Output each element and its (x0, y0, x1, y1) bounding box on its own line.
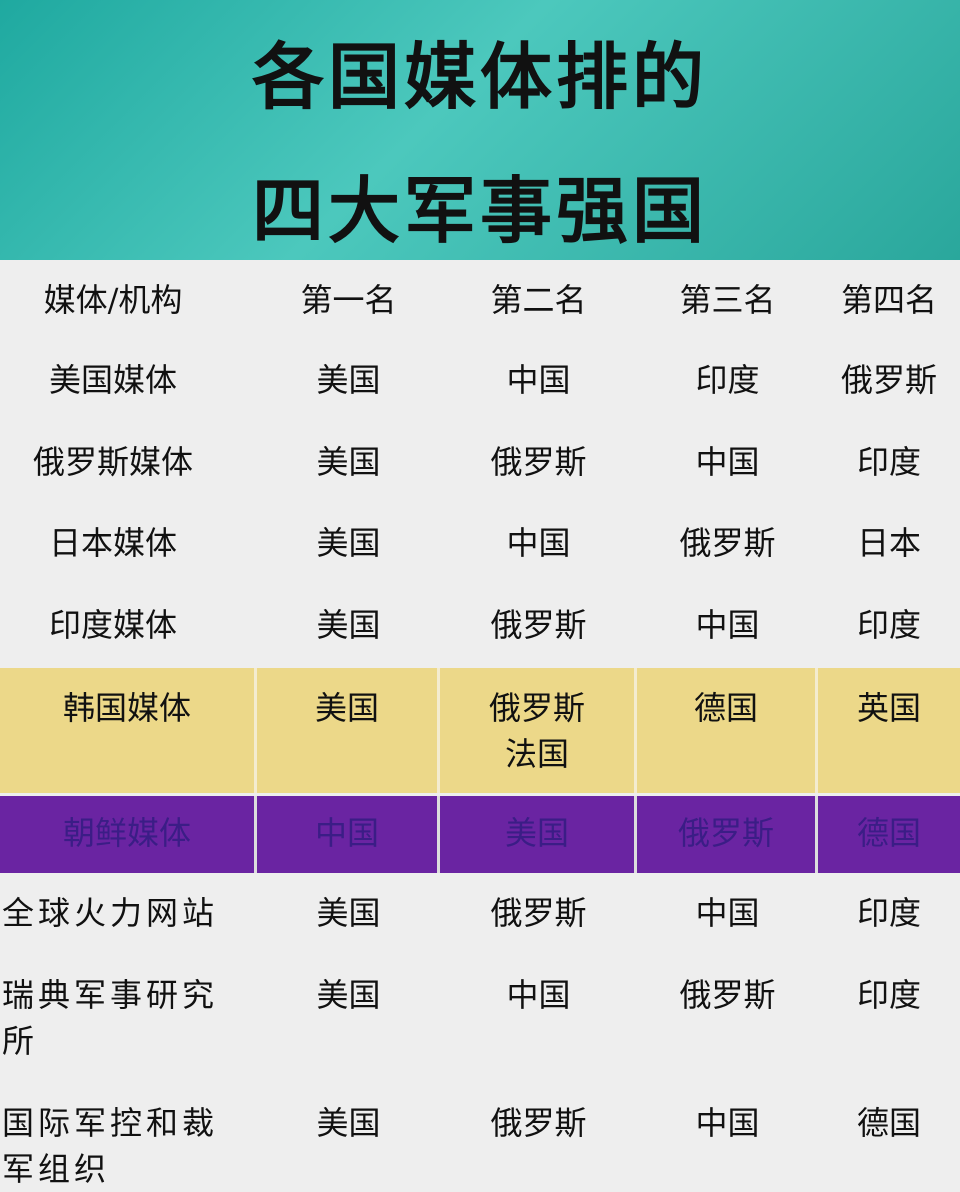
rank-cell: 英国 (818, 668, 960, 793)
row-label-cell: 瑞典军事研究所 (2, 976, 219, 1060)
rank-cell: 美国 (316, 443, 381, 481)
table-row: 日本媒体 美国 中国 俄罗斯 日本 (0, 503, 960, 585)
row-label-cell: 媒体/机构 (43, 281, 183, 319)
rank-cell: 中国 (506, 524, 571, 562)
rank-cell: 俄罗斯 (490, 1104, 587, 1142)
rank-cell: 中国 (257, 796, 440, 873)
table-row: 美国媒体 美国 中国 印度 俄罗斯 (0, 340, 960, 422)
rank-cell: 美国 (316, 606, 381, 644)
rank-cell: 德国 (637, 668, 818, 793)
rank-cell: 第三名 (679, 281, 776, 319)
table-row: 俄罗斯媒体 美国 俄罗斯 中国 印度 (0, 422, 960, 504)
row-label-cell: 韩国媒体 (0, 668, 257, 793)
table-header-row: 媒体/机构 第一名 第二名 第三名 第四名 (0, 260, 960, 340)
rank-cell: 美国 (316, 894, 381, 932)
row-label-cell: 国际军控和裁军组织 (2, 1104, 219, 1188)
rank-cell: 俄罗斯 法国 (440, 668, 637, 793)
rank-cell: 美国 (316, 361, 381, 399)
row-label-cell: 朝鲜媒体 (0, 796, 257, 873)
rank-cell: 印度 (856, 976, 921, 1014)
title-line-2: 四大军事强国 (251, 168, 708, 253)
rank-cell: 美国 (316, 1104, 381, 1142)
table-row: 朝鲜媒体 中国 美国 俄罗斯 德国 (0, 796, 960, 873)
rank-cell: 俄罗斯 (679, 524, 776, 562)
table-row: 韩国媒体 美国 俄罗斯 法国 德国 英国 (0, 668, 960, 793)
title-banner: 各国媒体排的 四大军事强国 (0, 0, 960, 260)
rank-cell: 印度 (695, 361, 760, 399)
rank-cell: 俄罗斯 (840, 361, 937, 399)
row-label-cell: 俄罗斯媒体 (32, 443, 193, 481)
rank-cell: 中国 (695, 443, 760, 481)
rank-cell: 印度 (856, 894, 921, 932)
rank-cell: 美国 (440, 796, 637, 873)
title-line-1: 各国媒体排的 (251, 34, 708, 119)
row-label-cell: 全球火力网站 (2, 894, 219, 932)
table-row: 国际军控和裁军组织 美国 俄罗斯 中国 德国 (0, 1083, 960, 1188)
rank-cell: 俄罗斯 (490, 894, 587, 932)
rank-cell: 印度 (856, 606, 921, 644)
rank-cell: 第一名 (300, 281, 397, 319)
rank-cell: 俄罗斯 (679, 976, 776, 1014)
rank-cell: 俄罗斯 (637, 796, 818, 873)
rank-cell: 俄罗斯 (490, 443, 587, 481)
table-row: 瑞典军事研究所 美国 中国 俄罗斯 印度 (0, 955, 960, 1080)
rank-cell: 中国 (695, 1104, 760, 1142)
rank-cell: 美国 (257, 668, 440, 793)
row-label-cell: 印度媒体 (48, 606, 177, 644)
rank-cell: 第二名 (490, 281, 587, 319)
row-label-cell: 美国媒体 (48, 361, 177, 399)
rank-cell: 中国 (506, 361, 571, 399)
rank-cell: 第四名 (840, 281, 937, 319)
rank-cell: 日本 (856, 524, 921, 562)
rank-cell: 中国 (695, 606, 760, 644)
rank-cell: 德国 (856, 1104, 921, 1142)
rank-cell: 中国 (506, 976, 571, 1014)
rank-cell: 印度 (856, 443, 921, 481)
table-row: 印度媒体 美国 俄罗斯 中国 印度 (0, 585, 960, 663)
table-row: 全球火力网站 美国 俄罗斯 中国 印度 (0, 873, 960, 955)
rank-cell: 俄罗斯 (490, 606, 587, 644)
rank-cell: 美国 (316, 976, 381, 1014)
rank-cell: 美国 (316, 524, 381, 562)
rank-cell: 中国 (695, 894, 760, 932)
row-label-cell: 日本媒体 (48, 524, 177, 562)
rank-cell: 德国 (818, 796, 960, 873)
